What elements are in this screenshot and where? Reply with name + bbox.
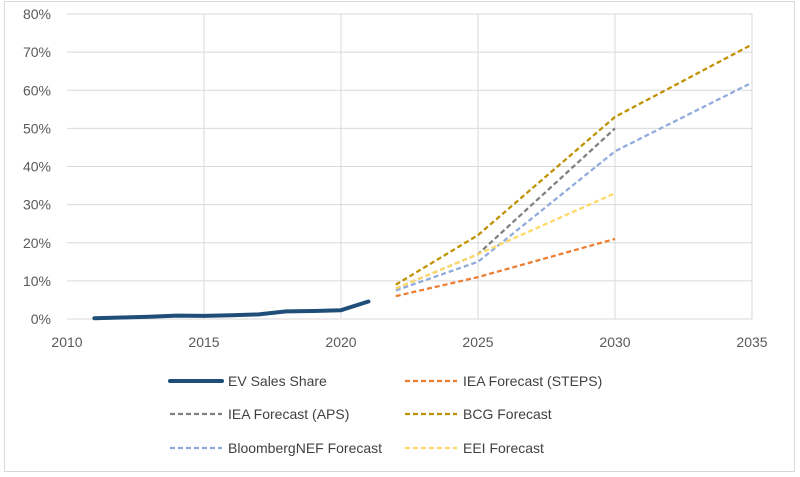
y-tick-label: 60%	[23, 82, 51, 98]
axes: 0% 10% 20% 30% 40% 50% 60% 70% 80% 2010 2015 2020 20…	[23, 6, 768, 350]
y-tick-label: 10%	[23, 273, 51, 289]
y-tick-label: 0%	[31, 311, 51, 327]
legend-label-0: EV Sales Share	[228, 373, 327, 389]
y-tick-label: 70%	[23, 44, 51, 60]
x-tick-label: 2035	[736, 334, 767, 350]
x-tick-label: 2015	[188, 334, 219, 350]
x-tick-label: 2025	[462, 334, 493, 350]
legend-label-2: IEA Forecast (APS)	[228, 406, 349, 422]
legend: EV Sales Share IEA Forecast (STEPS) IEA Fo…	[168, 373, 602, 456]
chart-frame: 0% 10% 20% 30% 40% 50% 60% 70% 80% 2010 2015 2020 20…	[4, 1, 795, 472]
series-line-4	[395, 81, 753, 292]
legend-label-4: BloombergNEF Forecast	[228, 440, 382, 456]
y-tick-label: 50%	[23, 120, 51, 136]
legend-label-3: BCG Forecast	[463, 406, 552, 422]
y-tick-label: 80%	[23, 6, 51, 22]
legend-label-1: IEA Forecast (STEPS)	[463, 373, 602, 389]
x-tick-label: 2010	[51, 334, 82, 350]
series-line-0	[92, 299, 371, 321]
series-line-1	[395, 237, 616, 298]
series-line-5	[395, 192, 616, 290]
y-tick-label: 30%	[23, 197, 51, 213]
legend-label-5: EEI Forecast	[463, 440, 544, 456]
grid-lines	[67, 13, 753, 319]
series-lines	[92, 43, 753, 321]
series-line-3	[395, 43, 753, 286]
y-tick-label: 40%	[23, 159, 51, 175]
x-tick-label: 2020	[325, 334, 356, 350]
x-tick-label: 2030	[599, 334, 630, 350]
line-chart: 0% 10% 20% 30% 40% 50% 60% 70% 80% 2010 2015 2020 20…	[23, 6, 768, 456]
y-tick-label: 20%	[23, 235, 51, 251]
